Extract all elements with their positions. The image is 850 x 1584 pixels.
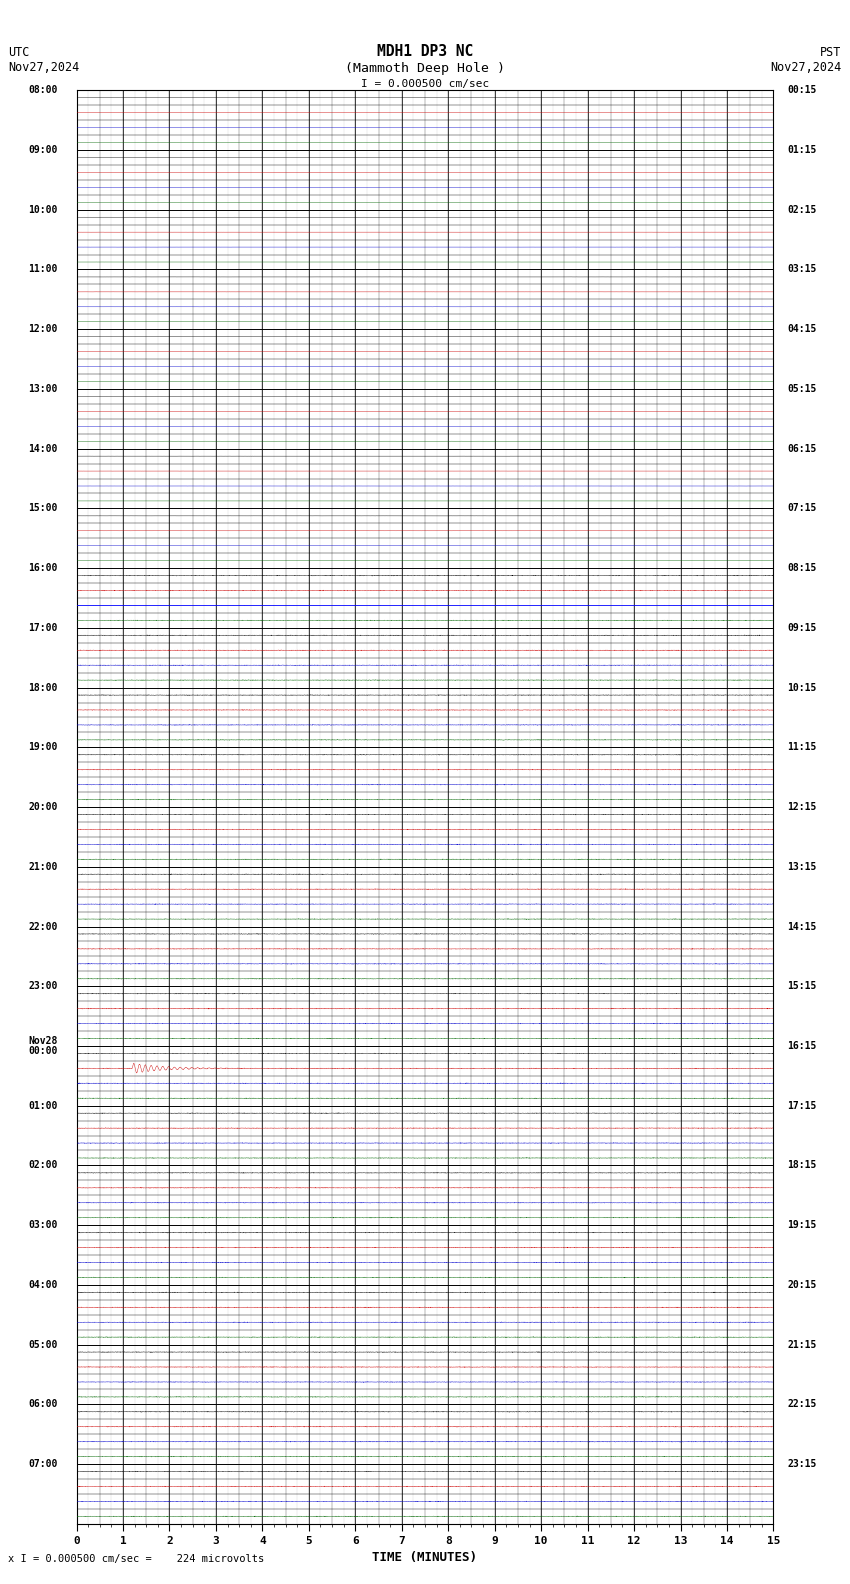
Text: 02:15: 02:15 [787, 204, 817, 215]
Text: 14:00: 14:00 [29, 444, 58, 453]
Text: 13:15: 13:15 [787, 862, 817, 871]
Text: 06:00: 06:00 [29, 1399, 58, 1410]
Text: 23:00: 23:00 [29, 980, 58, 992]
Text: 18:00: 18:00 [29, 683, 58, 692]
X-axis label: TIME (MINUTES): TIME (MINUTES) [372, 1551, 478, 1563]
Text: x I = 0.000500 cm/sec =    224 microvolts: x I = 0.000500 cm/sec = 224 microvolts [8, 1554, 264, 1563]
Text: 04:00: 04:00 [29, 1280, 58, 1289]
Text: 14:15: 14:15 [787, 922, 817, 931]
Text: 13:00: 13:00 [29, 383, 58, 394]
Text: UTC: UTC [8, 46, 30, 59]
Text: 15:15: 15:15 [787, 980, 817, 992]
Text: 21:15: 21:15 [787, 1340, 817, 1350]
Text: 01:00: 01:00 [29, 1101, 58, 1110]
Text: MDH1 DP3 NC: MDH1 DP3 NC [377, 44, 473, 59]
Text: 00:15: 00:15 [787, 86, 817, 95]
Text: 11:00: 11:00 [29, 265, 58, 274]
Text: 04:15: 04:15 [787, 325, 817, 334]
Text: 07:00: 07:00 [29, 1459, 58, 1468]
Text: 21:00: 21:00 [29, 862, 58, 871]
Text: 23:15: 23:15 [787, 1459, 817, 1468]
Text: 09:00: 09:00 [29, 146, 58, 155]
Text: 22:00: 22:00 [29, 922, 58, 931]
Text: 17:00: 17:00 [29, 623, 58, 634]
Text: 07:15: 07:15 [787, 504, 817, 513]
Text: 20:00: 20:00 [29, 802, 58, 813]
Text: 19:15: 19:15 [787, 1220, 817, 1231]
Text: 22:15: 22:15 [787, 1399, 817, 1410]
Text: 05:15: 05:15 [787, 383, 817, 394]
Text: 20:15: 20:15 [787, 1280, 817, 1289]
Text: Nov27,2024: Nov27,2024 [770, 60, 842, 73]
Text: 03:00: 03:00 [29, 1220, 58, 1231]
Text: (Mammoth Deep Hole ): (Mammoth Deep Hole ) [345, 62, 505, 74]
Text: 19:00: 19:00 [29, 743, 58, 752]
Text: 15:00: 15:00 [29, 504, 58, 513]
Text: 05:00: 05:00 [29, 1340, 58, 1350]
Text: 10:00: 10:00 [29, 204, 58, 215]
Text: Nov27,2024: Nov27,2024 [8, 60, 80, 73]
Text: 08:15: 08:15 [787, 564, 817, 573]
Text: 17:15: 17:15 [787, 1101, 817, 1110]
Text: Nov28
00:00: Nov28 00:00 [29, 1036, 58, 1055]
Text: 08:00: 08:00 [29, 86, 58, 95]
Text: 03:15: 03:15 [787, 265, 817, 274]
Text: I = 0.000500 cm/sec: I = 0.000500 cm/sec [361, 79, 489, 89]
Text: 06:15: 06:15 [787, 444, 817, 453]
Text: 10:15: 10:15 [787, 683, 817, 692]
Text: 16:00: 16:00 [29, 564, 58, 573]
Text: 16:15: 16:15 [787, 1041, 817, 1050]
Text: 09:15: 09:15 [787, 623, 817, 634]
Text: 18:15: 18:15 [787, 1161, 817, 1171]
Text: PST: PST [820, 46, 842, 59]
Text: 11:15: 11:15 [787, 743, 817, 752]
Text: 12:15: 12:15 [787, 802, 817, 813]
Text: 02:00: 02:00 [29, 1161, 58, 1171]
Text: 12:00: 12:00 [29, 325, 58, 334]
Text: 01:15: 01:15 [787, 146, 817, 155]
